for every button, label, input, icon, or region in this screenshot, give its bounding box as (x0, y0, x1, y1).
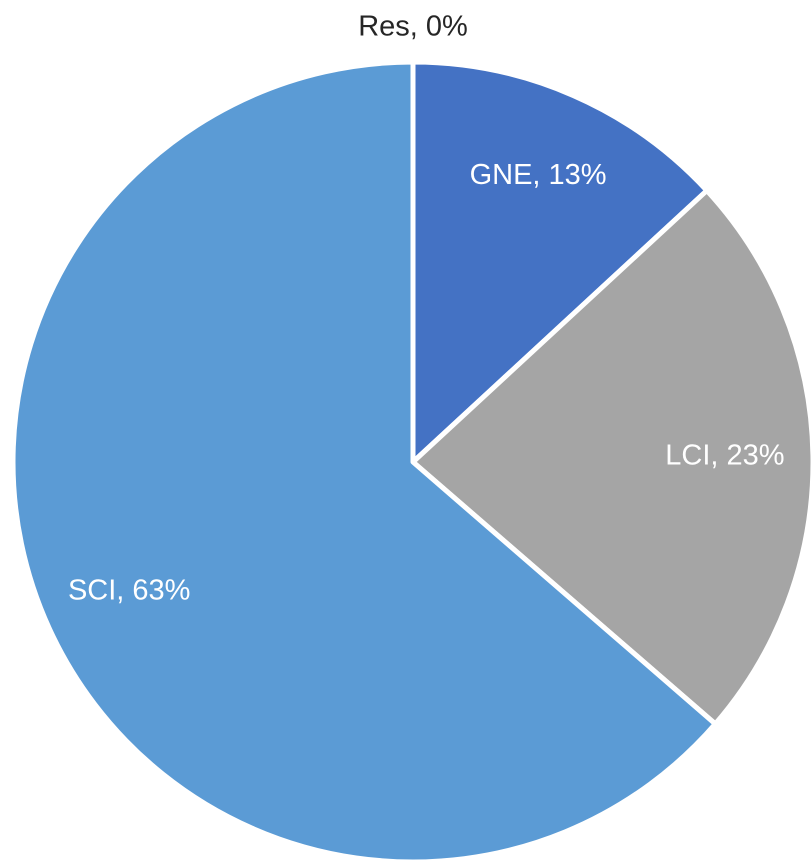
data-label: LCI, 23% (665, 440, 784, 472)
pie-slice (410, 188, 811, 727)
pie-slice (10, 59, 718, 865)
data-label: Res, 0% (358, 11, 468, 43)
data-label: SCI, 63% (68, 574, 191, 606)
pie-slice (410, 59, 710, 465)
data-label: GNE, 13% (470, 159, 607, 191)
